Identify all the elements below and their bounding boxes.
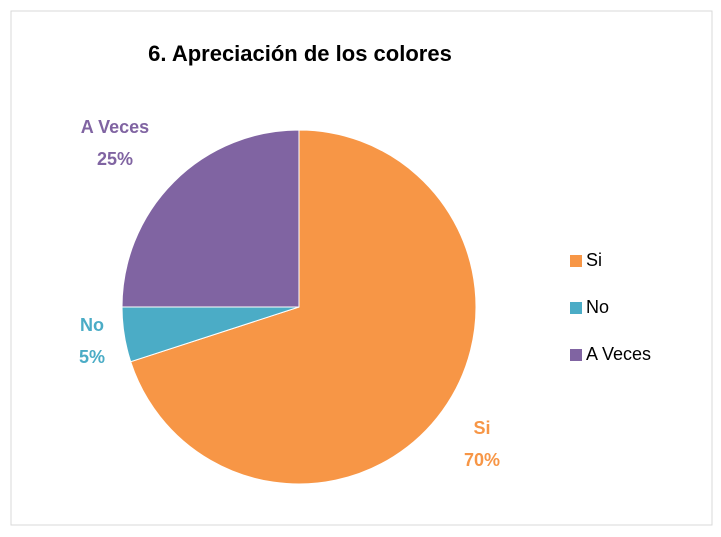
pie-slice <box>130 129 477 485</box>
data-label-value: 70% <box>464 450 500 470</box>
pie-slice <box>121 129 300 308</box>
legend-swatch <box>570 349 582 361</box>
legend-label: Si <box>586 250 602 270</box>
data-label-value: 25% <box>97 149 133 169</box>
legend-swatch <box>570 302 582 314</box>
legend-label: No <box>586 297 609 317</box>
chart-title: 6. Apreciación de los colores <box>148 41 452 66</box>
data-label-value: 5% <box>79 347 105 367</box>
data-label-name: No <box>80 315 104 335</box>
legend-label: A Veces <box>586 344 651 364</box>
legend-swatch <box>570 255 582 267</box>
data-label-name: Si <box>473 418 490 438</box>
data-label-name: A Veces <box>81 117 149 137</box>
